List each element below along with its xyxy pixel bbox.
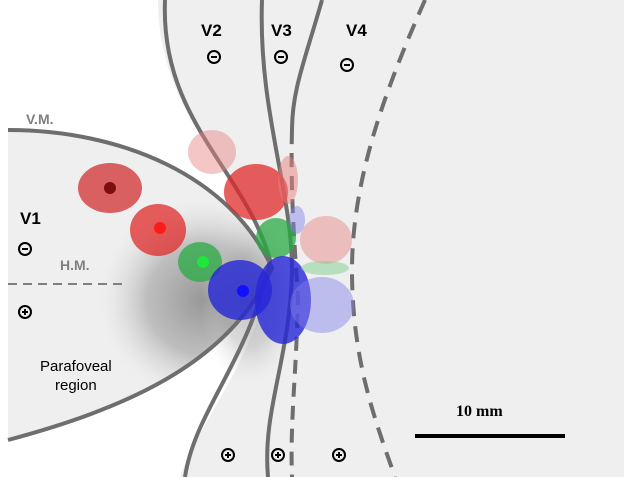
pale-blue-cluster-v3 <box>289 206 305 234</box>
blue-center <box>237 285 249 297</box>
red-cluster-v2 <box>224 164 288 220</box>
v3-plus-icon <box>271 448 285 462</box>
v1-plus-icon <box>18 305 32 319</box>
v2-label: V2 <box>201 21 222 40</box>
v3-v4-boundary <box>290 0 324 131</box>
v2-plus-icon <box>221 448 235 462</box>
parafoveal-region-label: Parafoveal region <box>40 358 112 394</box>
horizontal-meridian-label: H.M. <box>60 257 90 273</box>
v2-outer-boundary <box>162 0 273 477</box>
v4-label: V4 <box>346 21 367 40</box>
v1-label: V1 <box>20 209 41 228</box>
pale-red-cluster-v4 <box>300 216 352 264</box>
v1-minus-icon <box>18 242 32 256</box>
red-center <box>154 222 166 234</box>
vertical-meridian-label: V.M. <box>26 111 54 127</box>
pale-green-cluster-v4 <box>301 261 349 275</box>
v4-minus-icon <box>340 58 354 72</box>
dark-red-center <box>104 182 116 194</box>
v2-minus-icon <box>207 50 221 64</box>
pale-red-cluster-top <box>188 130 236 174</box>
scale-bar-label: 10 mm <box>456 403 503 420</box>
v4-boundary-dashed <box>349 0 427 477</box>
green-cluster-v2 <box>256 218 296 258</box>
green-center <box>197 256 209 268</box>
pale-red-cluster-v3 <box>278 156 298 204</box>
blue-cluster-v2 <box>255 256 311 344</box>
v3-minus-icon <box>274 50 288 64</box>
v3-label: V3 <box>271 21 292 40</box>
pale-blue-cluster-v4 <box>290 277 354 333</box>
v4-plus-icon <box>332 448 346 462</box>
